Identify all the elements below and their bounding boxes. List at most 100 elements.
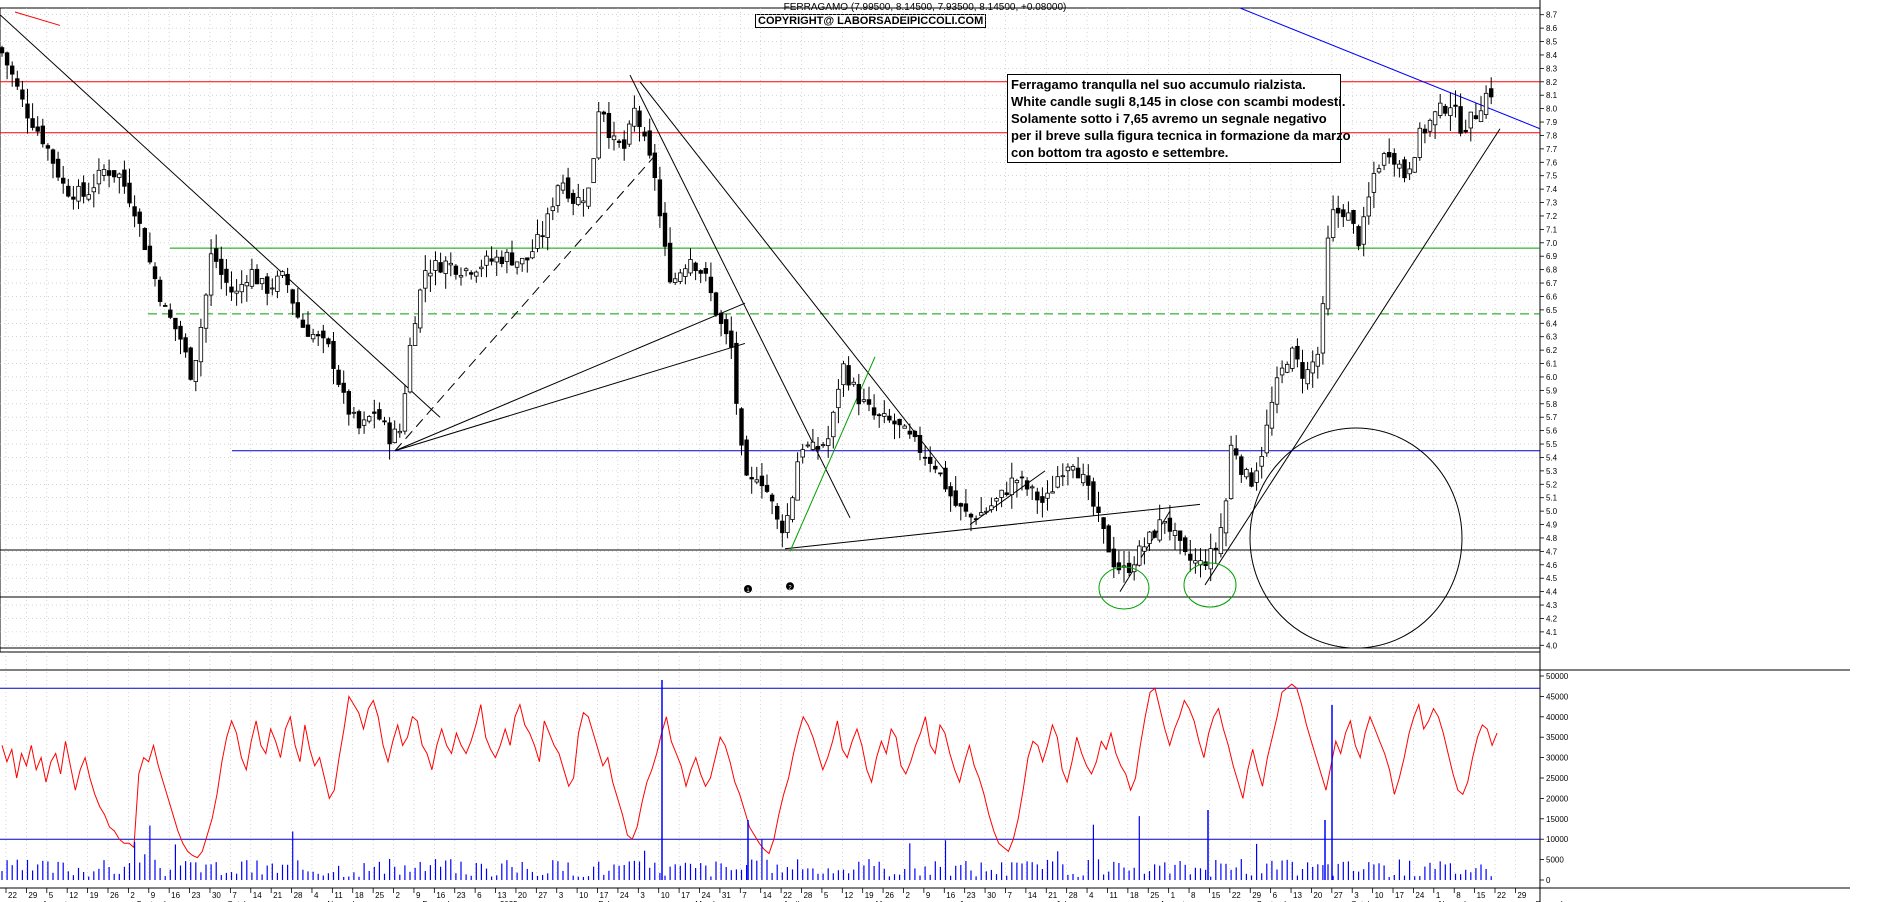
candle-body — [576, 197, 581, 206]
candle-body — [989, 505, 994, 511]
x-tick-label: 12 — [69, 891, 78, 900]
y-tick-label: 5.2 — [1546, 480, 1558, 489]
x-tick-label: 7 — [232, 891, 237, 900]
candle-body — [71, 196, 76, 200]
candle-body — [321, 330, 326, 339]
candle-body — [1177, 530, 1183, 541]
candle-body — [188, 347, 193, 380]
candle-body — [560, 182, 566, 191]
x-tick-label: 11 — [1109, 891, 1118, 900]
candle-body — [61, 177, 66, 184]
x-tick-label: 17 — [600, 891, 609, 900]
candle-body — [239, 284, 244, 293]
x-tick-label: 18 — [355, 891, 364, 900]
osc-y-tick-label: 15000 — [1546, 815, 1569, 824]
candle-body — [1407, 168, 1412, 175]
candle-body — [1269, 401, 1275, 429]
candle-body — [647, 130, 652, 156]
bottom-2-ellipse — [1183, 562, 1237, 608]
candle-body — [86, 194, 91, 200]
osc-y-tick-label: 5000 — [1546, 856, 1564, 865]
candle-body — [1111, 548, 1116, 568]
candle-body — [1035, 491, 1040, 501]
y-tick-label: 7.4 — [1546, 185, 1558, 194]
candle-body — [254, 268, 260, 285]
candle-body — [907, 430, 912, 435]
candle-body — [1004, 492, 1009, 495]
y-tick-label: 5.9 — [1546, 386, 1558, 395]
candle-body — [922, 456, 928, 459]
candlesticks — [0, 45, 1494, 583]
candle-body — [968, 513, 974, 518]
x-tick-label: 11 — [334, 891, 343, 900]
y-tick-label: 6.3 — [1546, 333, 1558, 342]
x-tick-label: 26 — [110, 891, 119, 900]
candle-body — [525, 257, 530, 261]
x-month-label: April — [783, 900, 799, 902]
x-month-label: June — [959, 900, 977, 902]
x-tick-label: 25 — [1150, 891, 1159, 900]
x-tick-label: 22 — [8, 891, 17, 900]
candle-body — [157, 279, 163, 302]
candle-body — [994, 498, 999, 502]
x-tick-label: 24 — [1415, 891, 1424, 900]
x-month-label: September — [1257, 900, 1296, 902]
x-tick-label: 17 — [1395, 891, 1404, 900]
candle-body — [1381, 153, 1387, 166]
candle-body — [601, 111, 606, 115]
candle-body — [15, 78, 20, 87]
horizontal-levels — [0, 81, 1540, 649]
candle-body — [611, 135, 617, 141]
candle-body — [622, 139, 627, 149]
candle-body — [1244, 469, 1249, 478]
candle-body — [474, 271, 479, 277]
candle-body — [66, 185, 71, 197]
candle-body — [1432, 111, 1438, 126]
candle-body — [831, 411, 836, 438]
candle-body — [754, 479, 759, 483]
candle-body — [667, 242, 673, 283]
x-tick-label: 15 — [1211, 891, 1220, 900]
trendline — [639, 81, 946, 472]
candle-body — [1285, 364, 1290, 373]
x-tick-label: 8 — [1456, 891, 1461, 900]
candle-body — [20, 89, 25, 100]
candle-body — [101, 169, 107, 176]
candle-body — [423, 270, 428, 289]
candle-body — [453, 265, 459, 275]
x-month-label: September — [136, 900, 175, 902]
candle-body — [1040, 496, 1045, 503]
x-month-label: May — [876, 900, 891, 902]
candle-body — [1427, 119, 1433, 132]
candle-body — [713, 292, 719, 316]
x-month-label: 2025 — [500, 900, 518, 902]
x-tick-label: 12 — [844, 891, 853, 900]
candle-body — [1019, 476, 1025, 479]
candle-body — [183, 337, 188, 353]
x-tick-label: 28 — [1069, 891, 1078, 900]
x-tick-label: 23 — [457, 891, 466, 900]
y-tick-label: 8.4 — [1546, 51, 1558, 60]
candle-body — [1356, 226, 1361, 247]
x-tick-label: 16 — [436, 891, 445, 900]
y-tick-label: 5.7 — [1546, 413, 1558, 422]
x-tick-label: 4 — [1089, 891, 1094, 900]
candle-body — [305, 324, 311, 337]
candle-body — [708, 276, 714, 294]
candle-body — [428, 272, 433, 277]
candle-body — [1264, 424, 1269, 454]
candle-body — [973, 518, 979, 521]
candle-body — [887, 415, 892, 421]
candle-body — [1361, 216, 1366, 245]
candle-body — [224, 268, 229, 283]
y-tick-label: 7.6 — [1546, 158, 1558, 167]
candle-body — [193, 360, 198, 382]
y-tick-label: 6.5 — [1546, 306, 1558, 315]
candle-body — [984, 510, 989, 513]
candle-body — [392, 428, 397, 444]
x-tick-label: 2 — [396, 891, 401, 900]
candle-body — [499, 256, 504, 265]
y-tick-label: 5.0 — [1546, 507, 1558, 516]
candle-body — [361, 419, 367, 426]
trendline — [394, 342, 746, 452]
